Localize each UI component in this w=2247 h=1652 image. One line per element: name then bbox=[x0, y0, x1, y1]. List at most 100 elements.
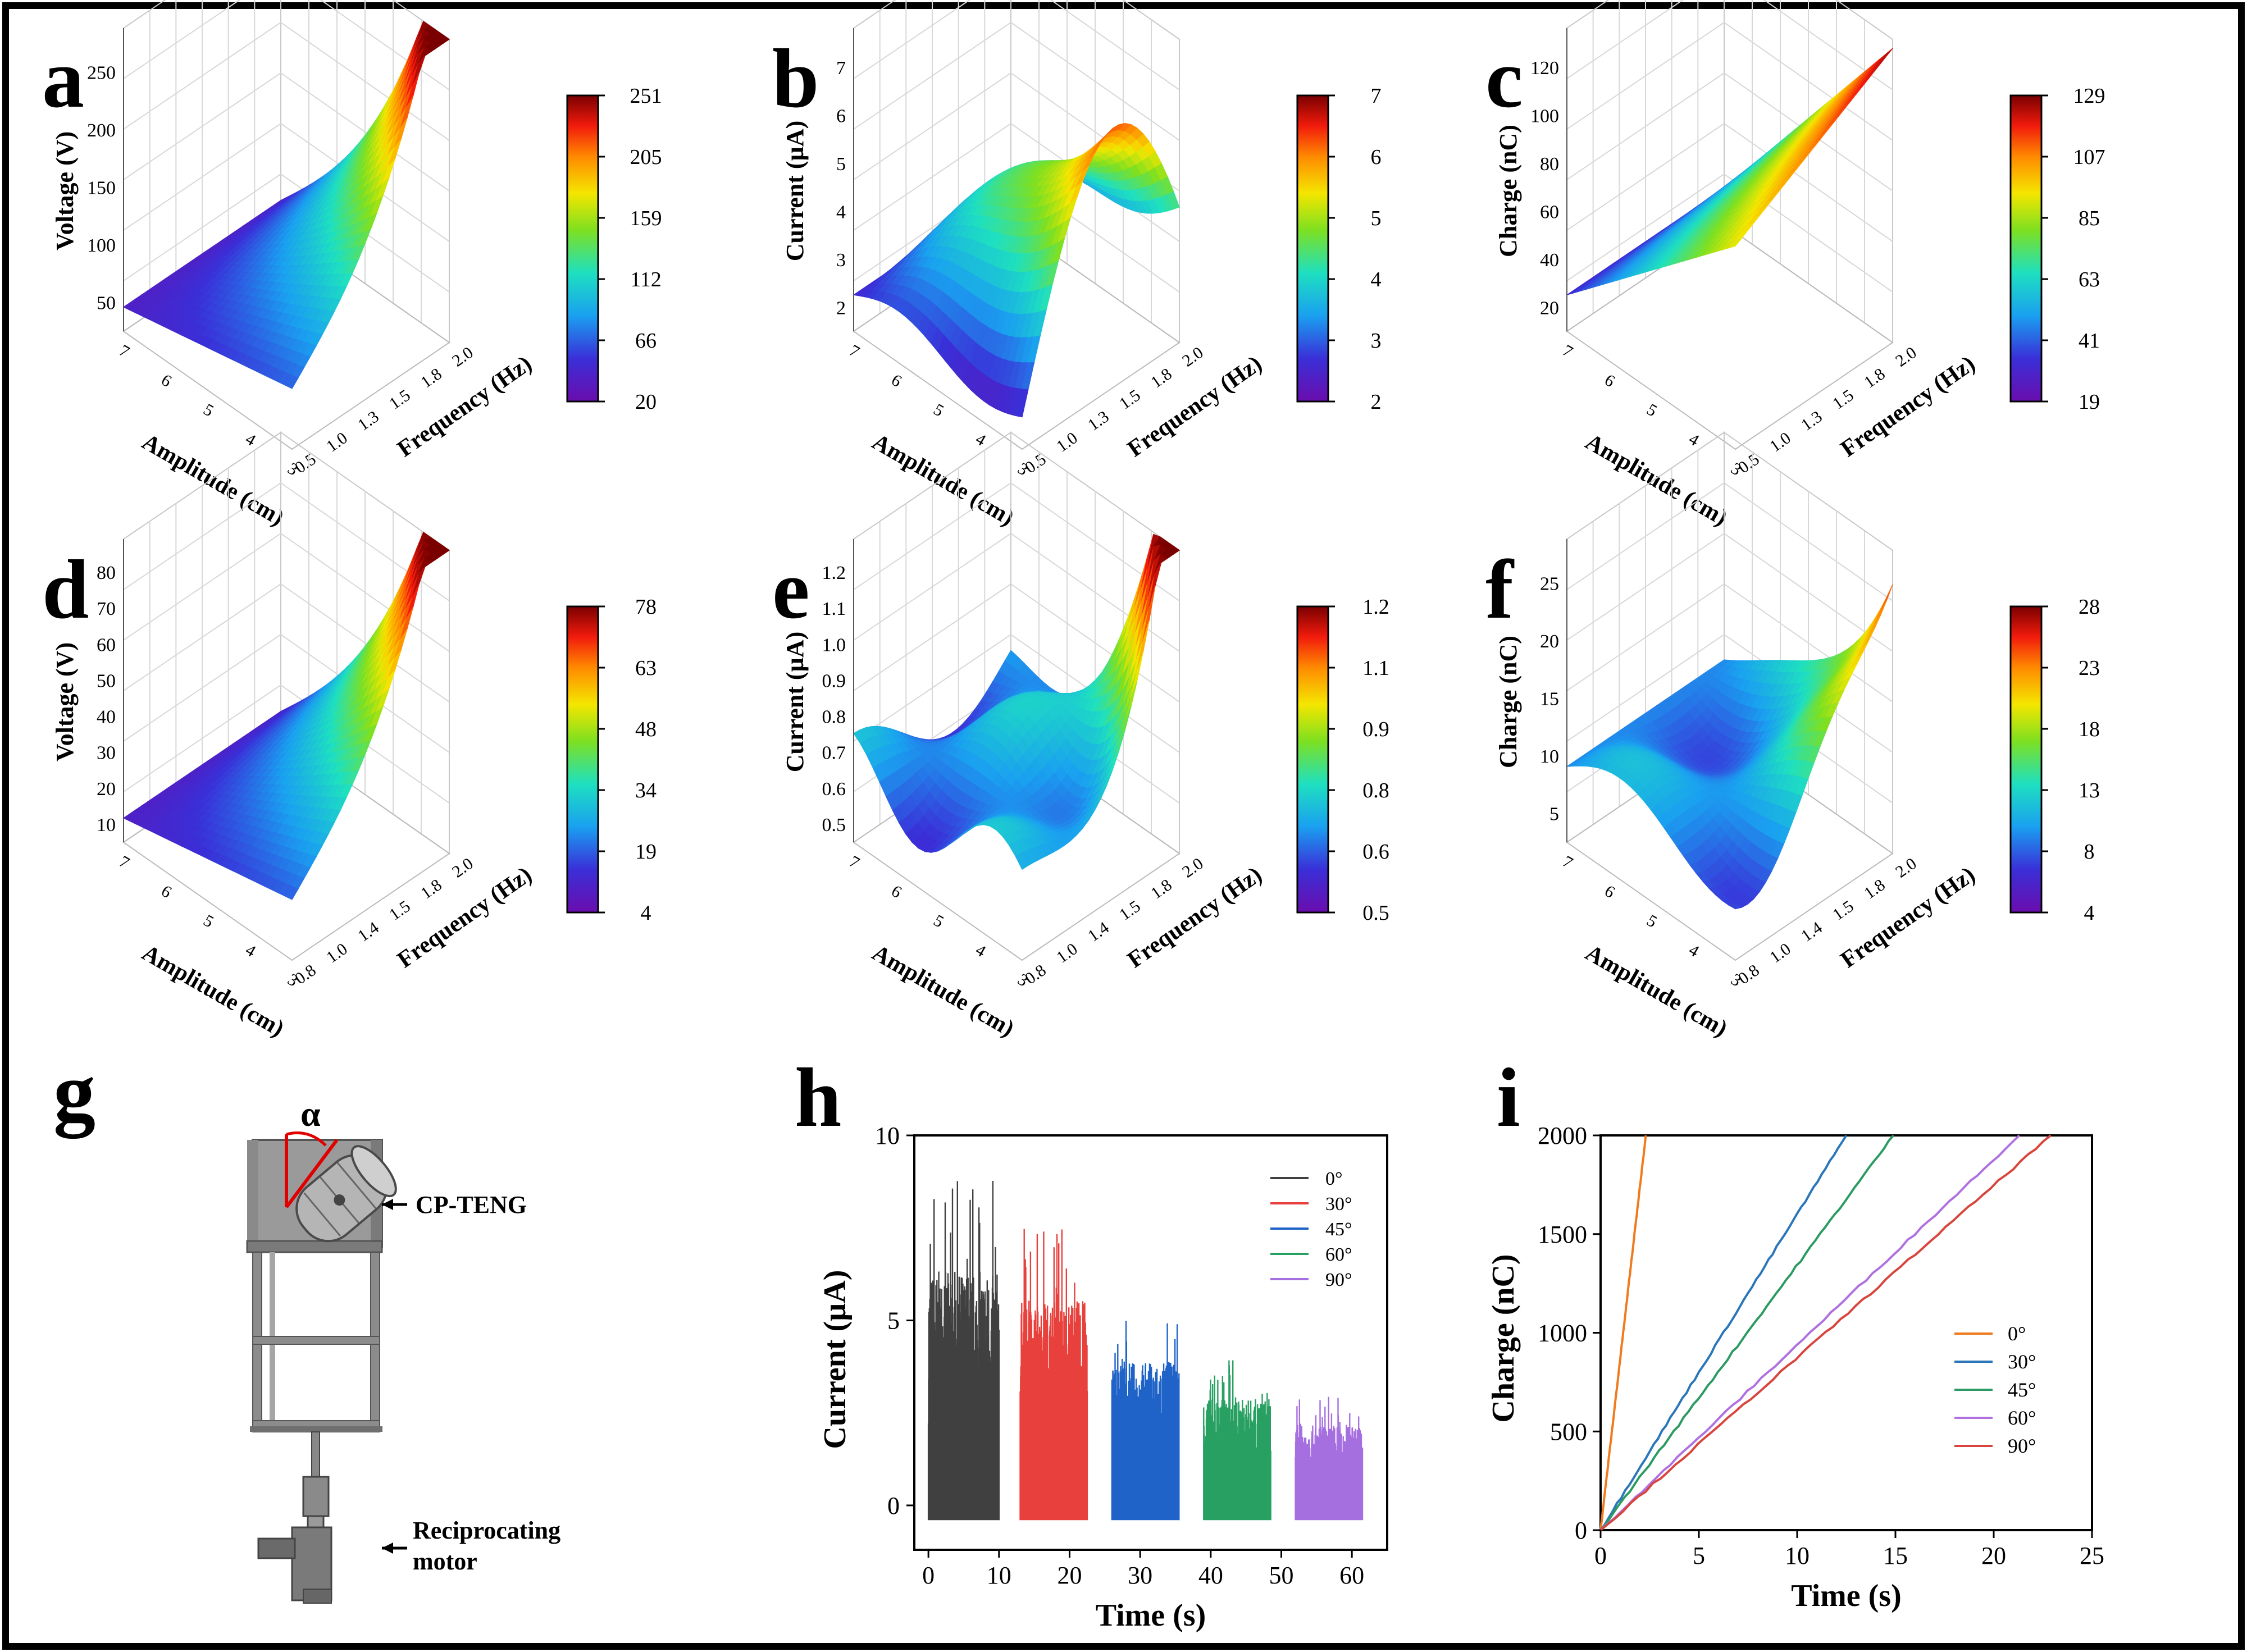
z-tick-label: 60 bbox=[1540, 202, 1559, 222]
x-tick-label: 0 bbox=[1594, 1542, 1607, 1569]
colorbar-tick-label: 48 bbox=[635, 718, 657, 741]
x-axis-title: Time (s) bbox=[1791, 1578, 1902, 1613]
z-tick-label: 5 bbox=[1549, 804, 1559, 825]
z-tick-label: 200 bbox=[87, 120, 116, 141]
x-tick-label: 15 bbox=[1883, 1542, 1908, 1569]
motor-handle bbox=[257, 1537, 296, 1559]
frame-crossbar-1 bbox=[252, 1336, 380, 1345]
x-tick-label: 30 bbox=[1128, 1562, 1152, 1589]
colorbar bbox=[566, 94, 599, 403]
colorbar-tick-label: 205 bbox=[630, 145, 662, 169]
z-axis-title: Voltage (V) bbox=[51, 131, 79, 250]
z-tick-label: 10 bbox=[97, 815, 116, 836]
colorbar-tick-label: 4 bbox=[641, 901, 651, 925]
z-axis-title: Current (µA) bbox=[781, 121, 809, 262]
colorbar-tick-label: 78 bbox=[635, 595, 657, 619]
colorbar-tick-label: 5 bbox=[1371, 207, 1382, 230]
panel-letter-e: e bbox=[772, 543, 810, 636]
colorbar-tick-label: 0.5 bbox=[1362, 901, 1389, 925]
z-tick-label: 10 bbox=[1540, 746, 1559, 767]
x-tick-label: 25 bbox=[2080, 1542, 2104, 1569]
colorbar-tick-label: 66 bbox=[635, 329, 657, 353]
colorbar-tick-label: 63 bbox=[2079, 268, 2100, 291]
z-tick-label: 100 bbox=[1530, 106, 1559, 126]
x-tick-label: 60 bbox=[1339, 1562, 1364, 1589]
colorbar-tick-label: 63 bbox=[635, 656, 657, 680]
colorbar-tick-label: 1.2 bbox=[1362, 595, 1389, 619]
surface-cell bbox=[1015, 389, 1029, 418]
z-tick-label: 60 bbox=[97, 635, 116, 655]
motor-upper-block bbox=[302, 1476, 330, 1517]
colorbar-tick-label: 159 bbox=[630, 207, 662, 230]
colorbar-tick-label: 34 bbox=[635, 779, 657, 802]
z-axis-title: Charge (nC) bbox=[1494, 125, 1522, 257]
z-axis-title: Voltage (V) bbox=[51, 642, 79, 761]
y-tick-label: 0 bbox=[887, 1492, 900, 1519]
surface-mesh bbox=[853, 122, 1180, 418]
colorbar-tick-label: 85 bbox=[2079, 207, 2100, 230]
angle-label: α bbox=[300, 1094, 321, 1134]
y-tick-label: 1000 bbox=[1538, 1320, 1587, 1347]
colorbar bbox=[1296, 605, 1329, 914]
z-tick-label: 120 bbox=[1530, 58, 1559, 79]
z-tick-label: 0.8 bbox=[822, 707, 846, 728]
x-tick-label: 20 bbox=[1981, 1542, 2006, 1569]
colorbar-tick-label: 107 bbox=[2073, 145, 2105, 169]
colorbar-tick-label: 0.9 bbox=[1362, 718, 1389, 741]
panel-letter-g: g bbox=[53, 1046, 95, 1139]
grid-line bbox=[853, 0, 1180, 90]
legend-label-0: 0° bbox=[2008, 1322, 2026, 1345]
x-axis-title: Time (s) bbox=[1096, 1598, 1206, 1633]
colorbar-tick-label: 28 bbox=[2079, 595, 2100, 619]
surface-mesh bbox=[1566, 48, 1893, 295]
colorbar-tick-label: 112 bbox=[630, 268, 662, 291]
colorbar-tick-label: 4 bbox=[1371, 268, 1382, 291]
z-tick-label: 250 bbox=[87, 62, 116, 83]
frame-plate bbox=[246, 1240, 383, 1253]
colorbar-tick-label: 3 bbox=[1371, 329, 1382, 353]
motor-base bbox=[303, 1589, 332, 1604]
legend-label-1: 30° bbox=[2008, 1350, 2036, 1373]
z-tick-label: 100 bbox=[87, 235, 116, 256]
colorbar-tick-label: 1.1 bbox=[1362, 656, 1389, 680]
z-tick-label: 25 bbox=[1540, 573, 1559, 594]
colorbar-tick-label: 2 bbox=[1371, 390, 1382, 414]
legend-label-3: 60° bbox=[2008, 1407, 2036, 1429]
teng-label: CP-TENG bbox=[416, 1191, 527, 1219]
z-tick-label: 80 bbox=[97, 563, 116, 583]
colorbar-tick-label: 19 bbox=[2079, 390, 2100, 414]
colorbar-tick-label: 0.6 bbox=[1362, 840, 1389, 864]
panel-letter-d: d bbox=[42, 543, 89, 636]
grid-line bbox=[123, 0, 450, 90]
y-axis-title: Charge (nC) bbox=[1486, 1254, 1521, 1422]
z-tick-label: 20 bbox=[97, 779, 116, 800]
y-tick-label: 0 bbox=[1575, 1517, 1587, 1544]
colorbar-tick-label: 6 bbox=[1371, 145, 1382, 169]
surface-cell bbox=[285, 375, 299, 389]
z-tick-label: 1.2 bbox=[822, 563, 846, 583]
y-tick-label: 5 bbox=[887, 1307, 900, 1334]
colorbar-tick-label: 19 bbox=[635, 840, 657, 864]
legend-label-1: 30° bbox=[1325, 1194, 1352, 1215]
z-tick-label: 30 bbox=[97, 743, 116, 764]
z-tick-label: 40 bbox=[1540, 250, 1559, 271]
colorbar bbox=[2009, 605, 2043, 914]
x-tick-label: 50 bbox=[1269, 1562, 1293, 1589]
panel-letter-a: a bbox=[42, 32, 84, 125]
z-tick-label: 50 bbox=[97, 293, 116, 314]
colorbar-tick-label: 18 bbox=[2079, 718, 2100, 741]
z-tick-label: 20 bbox=[1540, 631, 1559, 652]
legend-label-4: 90° bbox=[2008, 1435, 2036, 1457]
x-tick-label: 10 bbox=[987, 1562, 1011, 1589]
z-tick-label: 70 bbox=[97, 599, 116, 619]
legend-label-2: 45° bbox=[1325, 1219, 1352, 1240]
legend-label-4: 90° bbox=[1325, 1270, 1352, 1290]
legend-label-0: 0° bbox=[1325, 1169, 1343, 1189]
colorbar bbox=[1296, 94, 1329, 403]
y-axis-title: Current (µA) bbox=[818, 1270, 853, 1449]
colorbar-tick-label: 13 bbox=[2079, 779, 2100, 802]
z-tick-label: 0.9 bbox=[822, 670, 846, 691]
